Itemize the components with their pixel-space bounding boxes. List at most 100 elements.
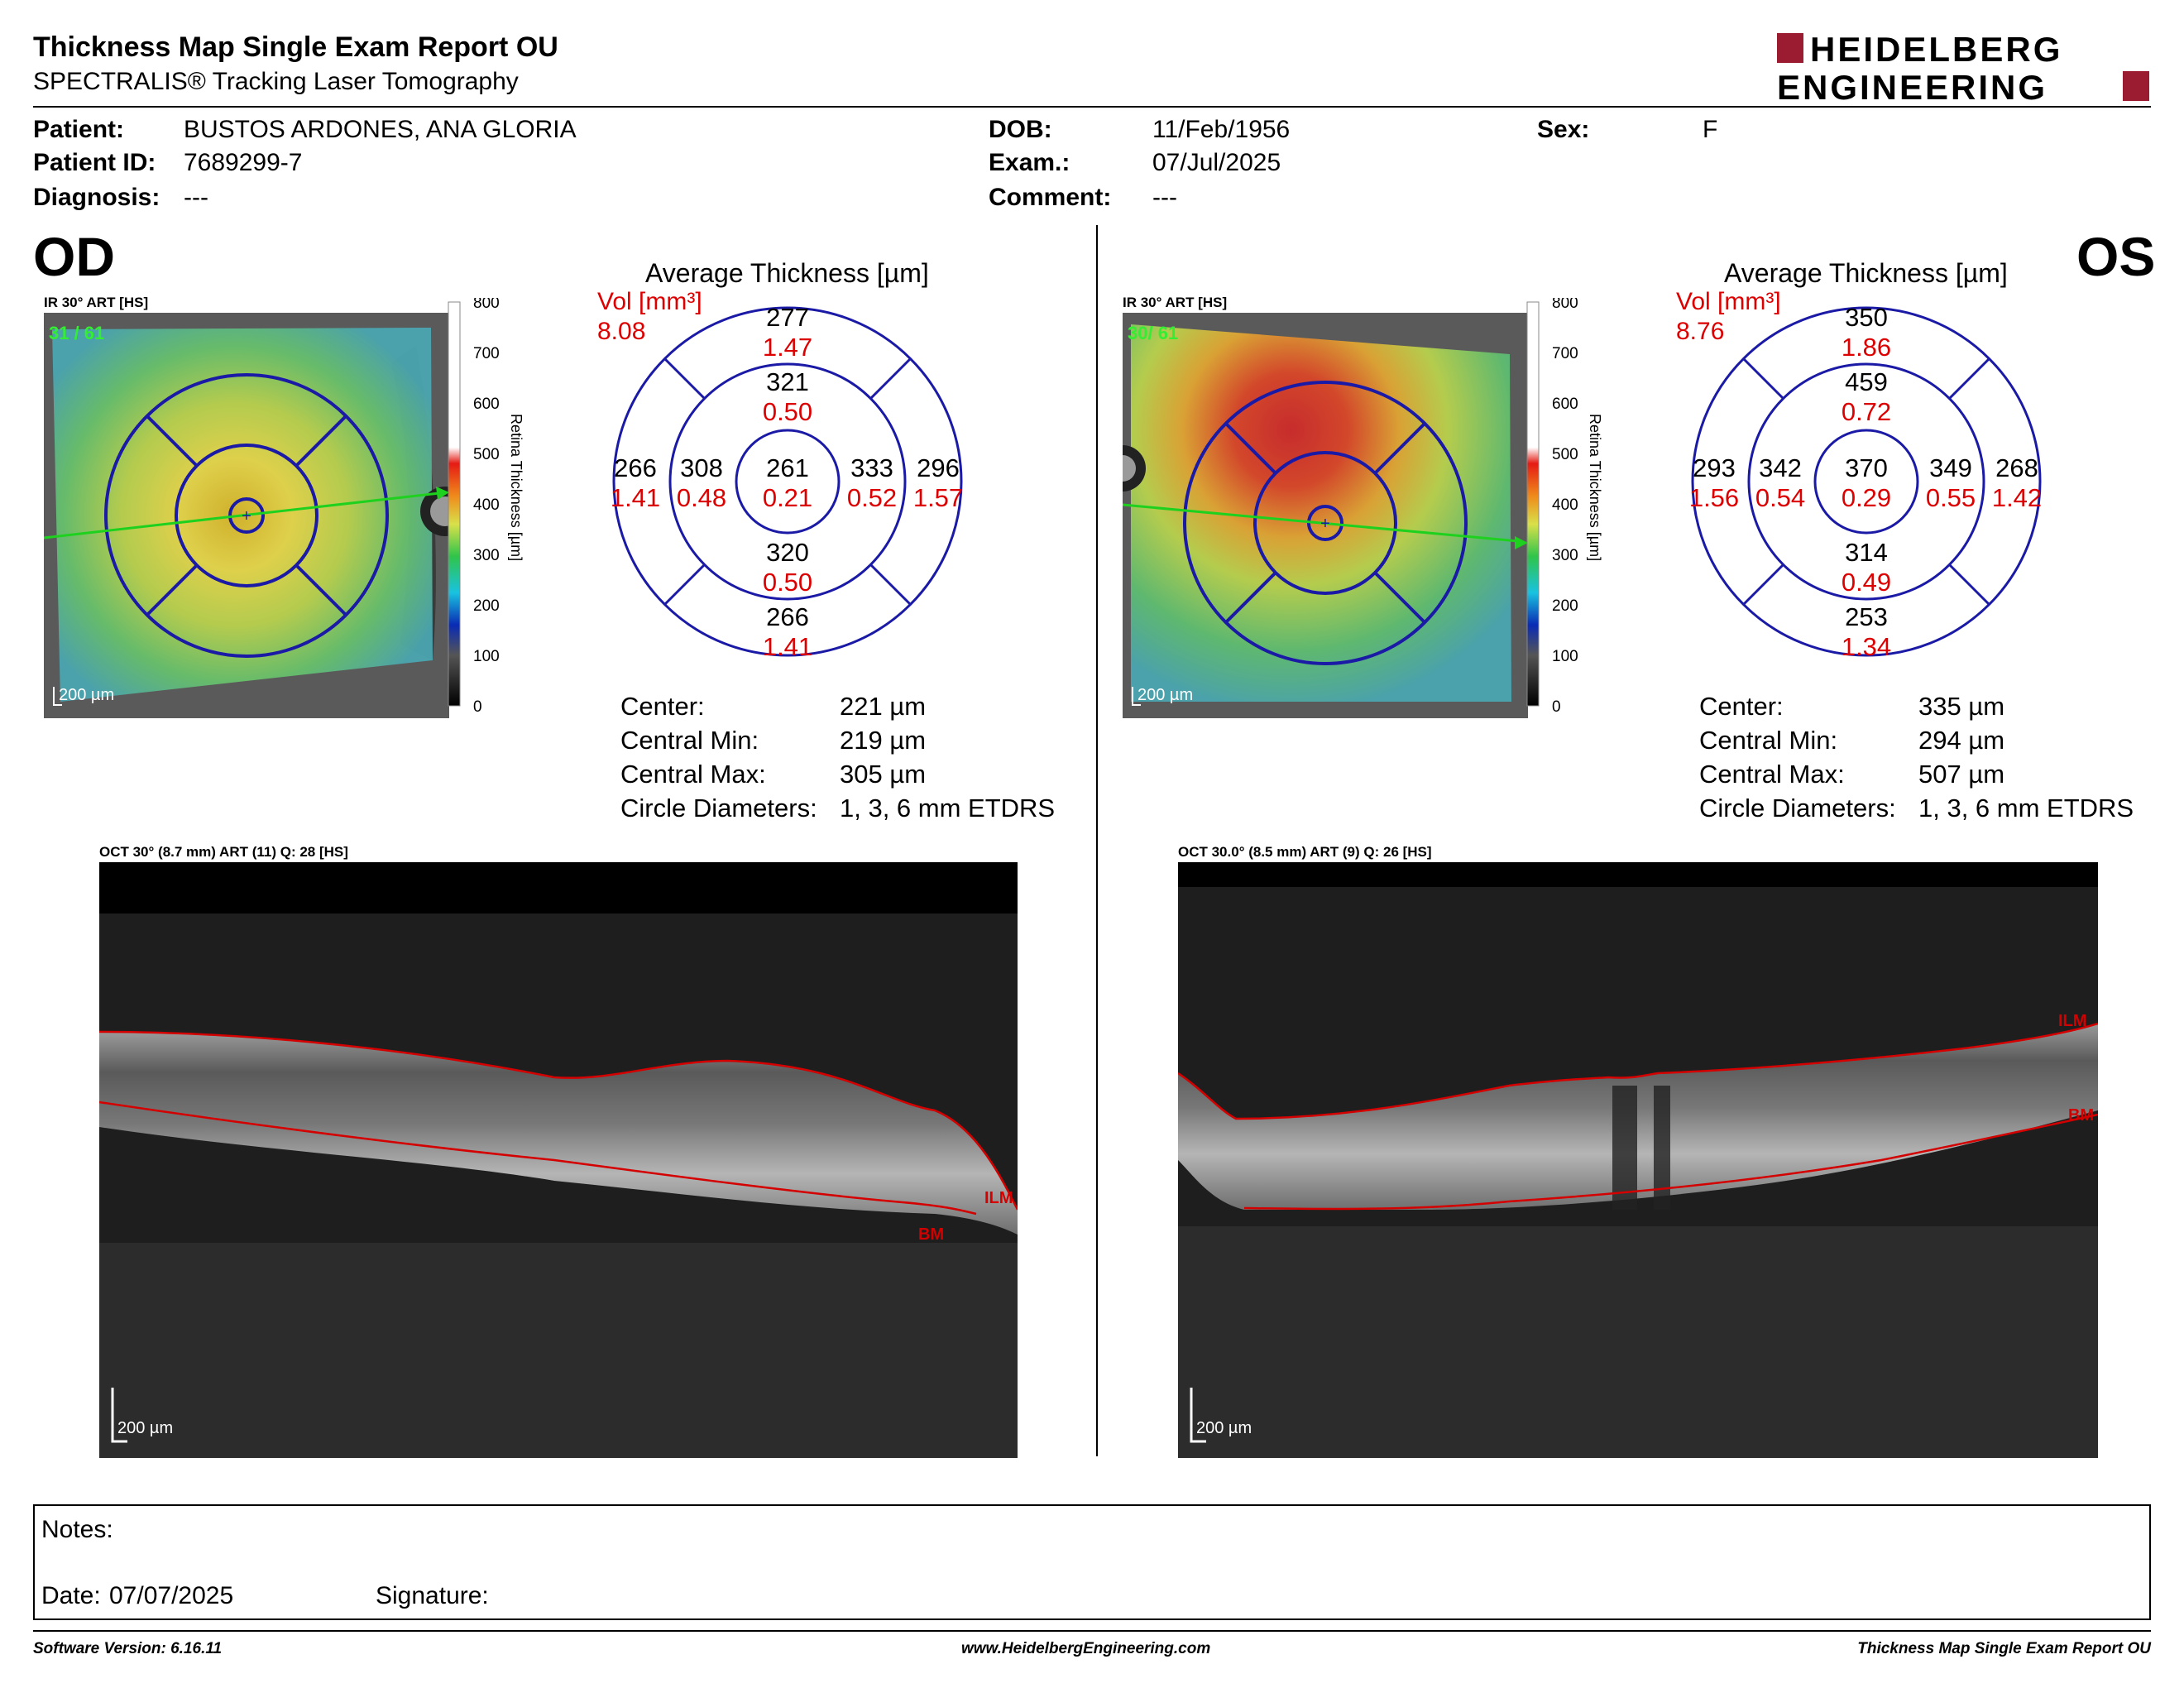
os-outer-inf-volume: 1.34 [1842,632,1891,661]
os-stat-label: Central Max: [1699,760,1845,789]
os-oct-bscan: ILM BM 200 µm [1178,862,2098,1458]
patient-id: 7689299-7 [184,149,303,176]
od-label: OD [33,226,115,287]
od-cbar-tick: 600 [473,396,500,413]
od-inner-tmp-thickness: 333 [850,453,893,482]
os-stat-value: 294 µm [1918,726,2005,755]
os-inner-tmp-volume: 0.55 [1926,483,1976,512]
os-inner-inf-thickness: 314 [1845,538,1888,567]
os-etdrs-grid: Vol [mm³] 8.76 350 1.86 459 0.72 293 1.5… [1676,288,2042,661]
patient-label: Patient: [33,116,125,143]
os-vol-label: Vol [mm³] [1676,288,1781,315]
os-ilm-label: ILM [2058,1012,2086,1030]
os-cbar-tick: 600 [1552,396,1578,413]
od-oct-scale: 200 µm [117,1419,173,1437]
od-inner-sup-volume: 0.50 [763,397,812,426]
os-frames: 30/ 61 [1128,323,1178,343]
comment-value: --- [1152,184,1177,211]
os-stat-value: 335 µm [1918,692,2005,721]
od-outer-nas-thickness: 266 [614,453,657,482]
os-outer-inf-thickness: 253 [1845,602,1888,631]
patient-name: BUSTOS ARDONES, ANA GLORIA [184,116,577,143]
os-inner-sup-thickness: 459 [1845,367,1888,396]
od-outer-sup-thickness: 277 [766,303,809,332]
os-stat-value: 507 µm [1918,760,2005,789]
od-outer-inf-thickness: 266 [766,602,809,631]
os-cbar-tick: 700 [1552,345,1578,362]
logo-line2: ENGINEERING [1777,68,2048,104]
signature-label: Signature: [376,1582,489,1609]
od-vol-label: Vol [mm³] [597,288,702,315]
exam-label: Exam.: [989,149,1070,176]
od-ilm-label: ILM [984,1189,1013,1207]
od-outer-tmp-volume: 1.57 [913,483,963,512]
od-cbar-tick: 300 [473,547,500,564]
os-stat-label: Central Min: [1699,726,1838,755]
od-etdrs-grid: Vol [mm³] 8.08 277 1.47 321 0.50 266 1.4… [597,288,963,661]
date-value: 07/07/2025 [109,1582,234,1609]
logo-line1: HEIDELBERG [1810,30,2062,69]
os-bm-label: BM [2068,1106,2094,1125]
od-vol-total: 8.08 [597,318,645,345]
notes-box: Notes: Date: 07/07/2025 Signature: [33,1504,2151,1620]
os-cbar-tick: 0 [1552,698,1561,716]
od-inner-nas-thickness: 308 [680,453,723,482]
od-stat-label: Central Min: [620,726,759,755]
od-avg-title: Average Thickness [µm] [645,258,929,288]
os-label: OS [2076,226,2156,287]
od-cbar-tick: 400 [473,496,500,514]
date-label: Date: [41,1582,101,1609]
diagnosis-label: Diagnosis: [33,184,160,211]
os-ir-scale: 200 µm [1138,686,1193,704]
od-color-scale: 800 700 600 500 400 300 200 100 0 Retina… [448,298,524,716]
sex-value: F [1703,116,1718,143]
os-inner-tmp-thickness: 349 [1929,453,1972,482]
svg-text:+: + [242,507,251,525]
od-inner-inf-thickness: 320 [766,538,809,567]
os-cbar-tick: 300 [1552,547,1578,564]
report-subtitle: SPECTRALIS® Tracking Laser Tomography [33,68,519,95]
os-center-thickness: 370 [1845,453,1888,482]
diagnosis-value: --- [184,184,208,211]
od-frames: 31 / 61 [49,323,104,343]
od-outer-tmp-thickness: 296 [917,453,960,482]
od-thickness-map: + 31 / 61 200 µm [44,313,449,718]
os-avg-title: Average Thickness [µm] [1724,258,2008,288]
os-stat-label: Center: [1699,692,1784,721]
dob-value: 11/Feb/1956 [1152,116,1291,143]
od-ir-scale: 200 µm [59,686,114,704]
od-cbar-tick: 100 [473,648,500,665]
os-cbar-tick: 400 [1552,496,1578,514]
os-inner-nas-thickness: 342 [1759,453,1802,482]
os-inner-sup-volume: 0.72 [1842,397,1891,426]
od-cbar-tick: 200 [473,597,500,615]
od-center-thickness: 261 [766,453,809,482]
od-stat-value: 1, 3, 6 mm ETDRS [840,794,1056,822]
od-stat-value: 305 µm [840,760,927,789]
os-cbar-tick: 200 [1552,597,1578,615]
od-stat-label: Central Max: [620,760,766,789]
od-oct-bscan: ILM BM 200 µm [99,862,1018,1458]
os-ir-header: IR 30° ART [HS] [1123,295,1228,310]
od-cbar-label: Retina Thickness [µm] [508,414,524,561]
heidelberg-logo: HEIDELBERG ENGINEERING [1777,30,2149,104]
os-color-scale: 800 700 600 500 400 300 200 100 0 Retina… [1526,298,1603,716]
od-stat-value: 221 µm [840,692,927,721]
od-outer-sup-volume: 1.47 [763,333,812,362]
od-cbar-tick: 800 [473,298,500,312]
os-outer-sup-thickness: 350 [1845,303,1888,332]
website-link[interactable]: www.HeidelbergEngineering.com [961,1640,1211,1657]
sex-label: Sex: [1537,116,1590,143]
footer-report-title: Thickness Map Single Exam Report OU [1857,1640,2151,1657]
exam-value: 07/Jul/2025 [1152,149,1281,176]
header-rule [33,106,2151,108]
os-thickness-map: + 30/ 61 200 µm [1123,313,1528,718]
od-cbar-tick: 500 [473,446,500,463]
os-outer-nas-thickness: 293 [1693,453,1736,482]
notes-label: Notes: [41,1516,113,1543]
os-vol-total: 8.76 [1676,318,1724,345]
dob-label: DOB: [989,116,1052,143]
svg-text:+: + [1320,515,1330,533]
os-stat-value: 1, 3, 6 mm ETDRS [1918,794,2134,822]
os-stat-label: Circle Diameters: [1699,794,1896,822]
